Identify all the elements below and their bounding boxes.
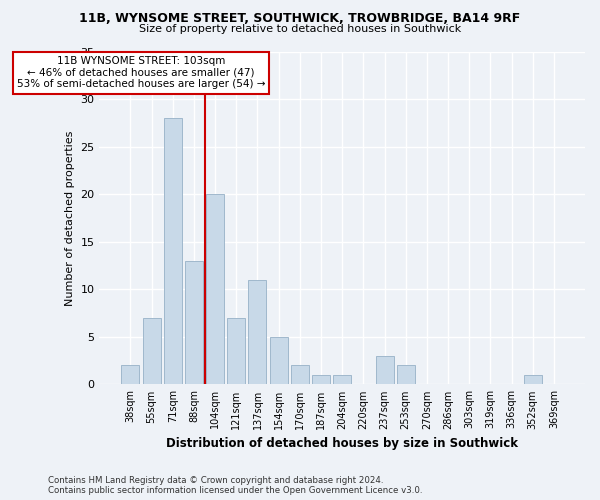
Bar [164, 118, 182, 384]
Bar [248, 280, 266, 384]
Bar [397, 366, 415, 384]
Text: 11B, WYNSOME STREET, SOUTHWICK, TROWBRIDGE, BA14 9RF: 11B, WYNSOME STREET, SOUTHWICK, TROWBRID… [79, 12, 521, 26]
Bar [269, 337, 287, 384]
Bar [143, 318, 161, 384]
X-axis label: Distribution of detached houses by size in Southwick: Distribution of detached houses by size … [166, 437, 518, 450]
Text: Contains HM Land Registry data © Crown copyright and database right 2024.
Contai: Contains HM Land Registry data © Crown c… [48, 476, 422, 495]
Text: Size of property relative to detached houses in Southwick: Size of property relative to detached ho… [139, 24, 461, 34]
Bar [376, 356, 394, 384]
Bar [121, 366, 139, 384]
Y-axis label: Number of detached properties: Number of detached properties [65, 130, 75, 306]
Bar [185, 261, 203, 384]
Bar [312, 375, 330, 384]
Bar [333, 375, 351, 384]
Bar [227, 318, 245, 384]
Bar [206, 194, 224, 384]
Bar [524, 375, 542, 384]
Bar [291, 366, 309, 384]
Text: 11B WYNSOME STREET: 103sqm
← 46% of detached houses are smaller (47)
53% of semi: 11B WYNSOME STREET: 103sqm ← 46% of deta… [17, 56, 265, 90]
